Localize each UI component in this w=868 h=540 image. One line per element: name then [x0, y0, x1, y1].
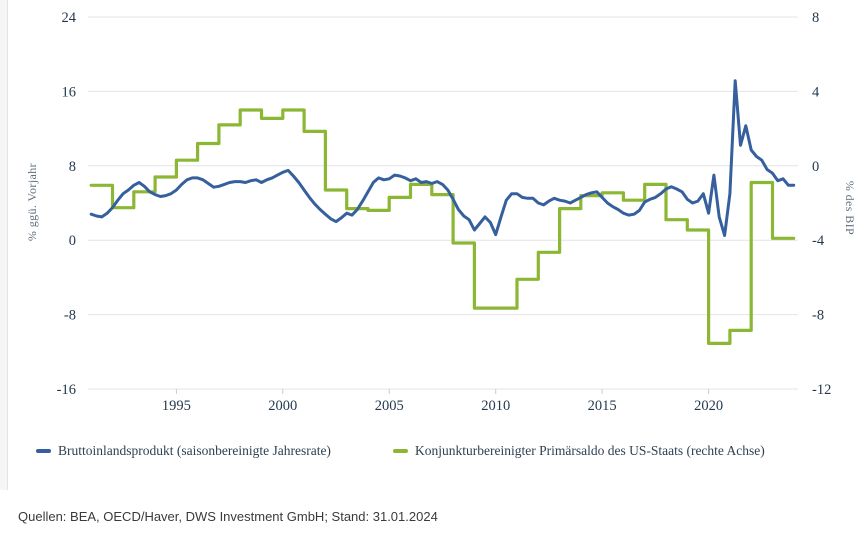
page-edge-strip [0, 0, 8, 490]
right-axis-tick-label: -4 [812, 233, 825, 249]
right-axis-tick-label: 4 [812, 84, 820, 100]
legend-item-gdp[interactable]: Bruttoinlandsprodukt (saisonbereinigte J… [36, 443, 331, 459]
gridlines [88, 16, 798, 390]
left-axis-title: % ggü. Vorjahr [25, 163, 39, 241]
legend-label-primary-balance: Konjunkturbereinigter Primärsaldo des US… [415, 443, 765, 458]
right-axis-tick-label: -12 [812, 382, 831, 398]
dual-axis-line-chart: 24 8 16 4 8 0 0 -4 -8 -8 -16 -12 1995 2000 2005 2010 201… [25, 10, 857, 414]
right-axis-title: % des BIP [843, 181, 857, 235]
gdp-line [89, 79, 796, 237]
gdp-line-swatch [36, 449, 51, 453]
right-axis-tick-label: 8 [812, 10, 819, 26]
legend-item-primary-balance[interactable]: Konjunkturbereinigter Primärsaldo des US… [393, 443, 765, 459]
right-axis-tick-label: 0 [812, 159, 819, 175]
right-axis-tick-label: -8 [812, 308, 824, 324]
axis-ticks [175, 389, 710, 394]
left-axis-tick-label: 8 [69, 159, 76, 175]
x-axis-tick-label: 2005 [375, 398, 404, 414]
x-axis-tick-label: 2010 [481, 398, 510, 414]
x-axis-tick-label: 1995 [162, 398, 191, 414]
left-axis-tick-label: 16 [62, 84, 77, 100]
legend-label-gdp: Bruttoinlandsprodukt (saisonbereinigte J… [58, 443, 331, 458]
left-axis-tick-label: -8 [64, 308, 76, 324]
primary-balance-step-line [89, 108, 796, 345]
legend: Bruttoinlandsprodukt (saisonbereinigte J… [0, 443, 868, 463]
x-axis-tick-label: 2000 [268, 398, 297, 414]
left-axis-tick-label: 24 [62, 10, 77, 26]
primary-balance-swatch [393, 449, 408, 453]
x-axis-tick-label: 2015 [588, 398, 617, 414]
left-axis-tick-label: -16 [57, 382, 76, 398]
x-axis-tick-label: 2020 [694, 398, 723, 414]
axis-labels: 24 8 16 4 8 0 0 -4 -8 -8 -16 -12 1995 2000 2005 2010 201… [57, 10, 832, 414]
left-axis-tick-label: 0 [69, 233, 76, 249]
source-note: Quellen: BEA, OECD/Haver, DWS Investment… [18, 509, 438, 524]
